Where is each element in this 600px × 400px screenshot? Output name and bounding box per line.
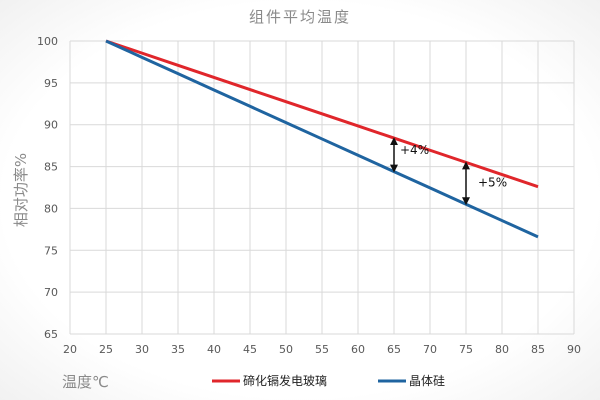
x-tick-label: 60 bbox=[351, 343, 365, 356]
difference-label: +5% bbox=[478, 175, 507, 189]
y-tick-label: 90 bbox=[44, 119, 58, 132]
x-tick-label: 25 bbox=[99, 343, 113, 356]
x-tick-label: 20 bbox=[63, 343, 77, 356]
x-axis-label: 温度℃ bbox=[62, 373, 109, 391]
y-tick-label: 65 bbox=[44, 328, 58, 341]
x-tick-label: 75 bbox=[459, 343, 473, 356]
x-tick-label: 50 bbox=[279, 343, 293, 356]
x-tick-label: 90 bbox=[567, 343, 581, 356]
x-tick-label: 35 bbox=[171, 343, 185, 356]
tick-labels: 20 25 30 35 40 45 50 55 60 65 70 75 80 85 90 65 70 75 80 85… bbox=[37, 35, 581, 356]
x-tick-label: 45 bbox=[243, 343, 257, 356]
legend-label-cdte: 碲化镉发电玻璃 bbox=[243, 373, 327, 388]
x-tick-label: 80 bbox=[495, 343, 509, 356]
x-tick-label: 65 bbox=[387, 343, 401, 356]
x-tick-label: 70 bbox=[423, 343, 437, 356]
legend-label-csi: 晶体硅 bbox=[409, 374, 445, 388]
x-tick-label: 85 bbox=[531, 343, 545, 356]
y-tick-label: 85 bbox=[44, 161, 58, 174]
annotations: +4% +5% bbox=[390, 137, 507, 206]
chart-title: 组件平均温度 bbox=[249, 8, 351, 26]
y-tick-label: 100 bbox=[37, 35, 58, 48]
y-tick-label: 95 bbox=[44, 77, 58, 90]
difference-label: +4% bbox=[400, 143, 429, 157]
x-tick-label: 55 bbox=[315, 343, 329, 356]
x-tick-label: 40 bbox=[207, 343, 221, 356]
y-axis-label: 相对功率% bbox=[12, 153, 30, 227]
legend: 碲化镉发电玻璃 晶体硅 bbox=[212, 373, 445, 388]
y-tick-label: 75 bbox=[44, 244, 58, 257]
y-tick-label: 80 bbox=[44, 202, 58, 215]
x-tick-label: 30 bbox=[135, 343, 149, 356]
y-tick-label: 70 bbox=[44, 286, 58, 299]
